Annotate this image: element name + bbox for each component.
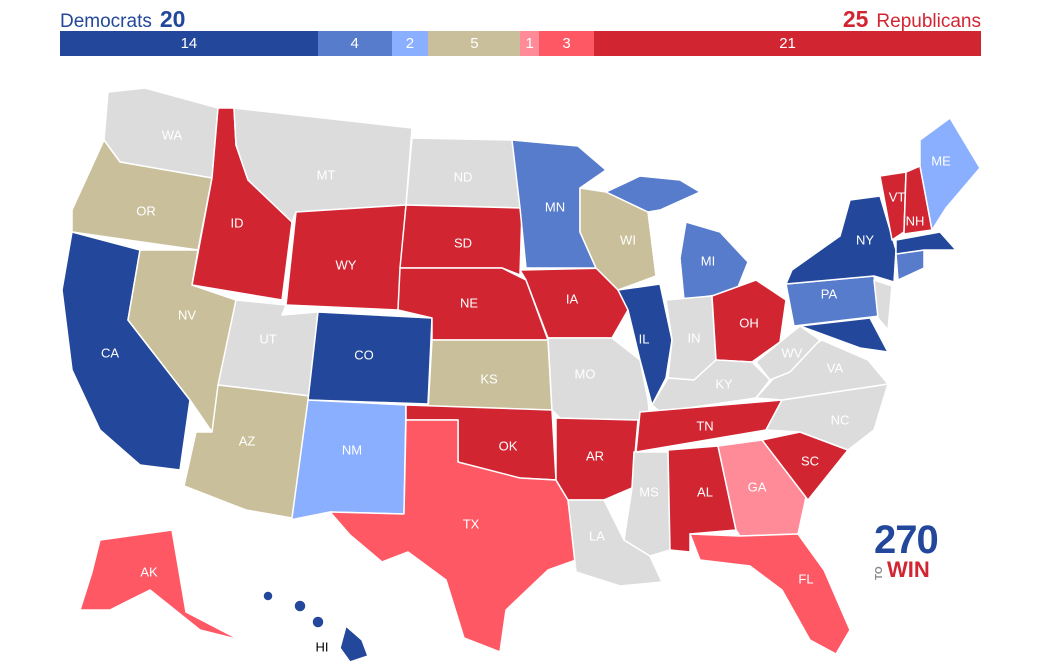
label-ok: OK: [499, 438, 518, 453]
democrats-total: Democrats 20: [60, 6, 185, 33]
label-nd: ND: [454, 169, 473, 184]
label-or: OR: [136, 203, 156, 218]
state-md[interactable]: [799, 317, 889, 353]
state-hi-island-3[interactable]: [293, 599, 307, 613]
label-ms: MS: [639, 484, 659, 499]
label-ar: AR: [586, 448, 604, 463]
label-id: ID: [231, 215, 244, 230]
state-mi-upper[interactable]: [605, 175, 701, 213]
label-al: AL: [697, 484, 713, 499]
label-mi: MI: [701, 253, 715, 268]
label-nv: NV: [178, 307, 196, 322]
state-hi-island-2[interactable]: [311, 615, 325, 629]
republicans-count: 25: [842, 6, 869, 32]
label-wi: WI: [620, 232, 636, 247]
state-ct[interactable]: [895, 249, 925, 281]
label-nm: NM: [342, 442, 362, 457]
democrats-count: 20: [159, 6, 186, 32]
state-tx[interactable]: [329, 419, 577, 653]
label-fl: FL: [798, 571, 813, 586]
state-fl[interactable]: [689, 533, 851, 655]
label-wv: WV: [782, 345, 803, 360]
label-ne: NE: [460, 295, 478, 310]
label-va: VA: [827, 360, 844, 375]
bar-segment-safe-rep[interactable]: 21: [594, 31, 981, 56]
label-ia: IA: [566, 291, 579, 306]
label-mo: MO: [575, 366, 596, 381]
label-tn: TN: [696, 418, 713, 433]
270towin-logo: 270 TO WIN: [874, 520, 944, 582]
label-mn: MN: [545, 199, 565, 214]
state-hi[interactable]: [339, 625, 369, 663]
seat-tally-bar: 14 4 2 5 1 3 21: [60, 31, 981, 56]
label-wa: WA: [162, 127, 183, 142]
bar-segment-likely-dem[interactable]: 4: [317, 31, 392, 56]
label-ks: KS: [480, 371, 498, 386]
state-hi-island-4[interactable]: [262, 590, 274, 602]
state-la[interactable]: [567, 499, 663, 587]
label-nh: NH: [906, 213, 925, 228]
state-sd[interactable]: [399, 204, 523, 276]
bar-segment-lean-rep[interactable]: 1: [520, 31, 539, 56]
bar-segment-lean-dem[interactable]: 2: [391, 31, 429, 56]
republicans-total: 25 Republicans: [843, 6, 981, 33]
label-ky: KY: [715, 376, 733, 391]
logo-win: WIN: [887, 557, 930, 582]
democrats-label: Democrats: [60, 11, 152, 32]
label-hi: HI: [316, 639, 329, 654]
state-nm[interactable]: [289, 399, 407, 521]
state-ak[interactable]: [79, 529, 241, 641]
senate-header: Democrats 20 25 Republicans: [60, 4, 981, 32]
state-ny[interactable]: [785, 195, 897, 285]
label-nc: NC: [831, 412, 850, 427]
state-ut[interactable]: [217, 299, 319, 397]
label-ga: GA: [748, 479, 767, 494]
label-in: IN: [688, 330, 701, 345]
logo-to: TO: [874, 566, 885, 580]
republicans-label: Republicans: [876, 11, 981, 32]
state-il[interactable]: [617, 283, 673, 406]
label-tx: TX: [463, 516, 480, 531]
state-nj[interactable]: [873, 279, 893, 331]
label-sd: SD: [454, 235, 472, 250]
label-ak: AK: [140, 564, 158, 579]
state-me[interactable]: [919, 117, 981, 231]
bar-segment-safe-dem[interactable]: 14: [60, 31, 318, 56]
label-az: AZ: [239, 433, 256, 448]
label-pa: PA: [821, 286, 838, 301]
bar-segment-likely-rep[interactable]: 3: [538, 31, 595, 56]
label-ny: NY: [856, 232, 874, 247]
label-ca: CA: [101, 345, 119, 360]
label-sc: SC: [801, 453, 819, 468]
label-ut: UT: [259, 331, 276, 346]
state-ma[interactable]: [895, 231, 957, 255]
label-mt: MT: [317, 167, 336, 182]
logo-number: 270: [874, 518, 939, 562]
label-wy: WY: [336, 257, 357, 272]
state-wv[interactable]: [755, 325, 821, 381]
label-co: CO: [354, 347, 374, 362]
label-la: LA: [589, 528, 605, 543]
bar-segment-tossup[interactable]: 5: [428, 31, 521, 56]
label-vt: VT: [889, 189, 906, 204]
label-oh: OH: [739, 315, 759, 330]
label-me: ME: [931, 153, 951, 168]
label-il: IL: [639, 331, 650, 346]
